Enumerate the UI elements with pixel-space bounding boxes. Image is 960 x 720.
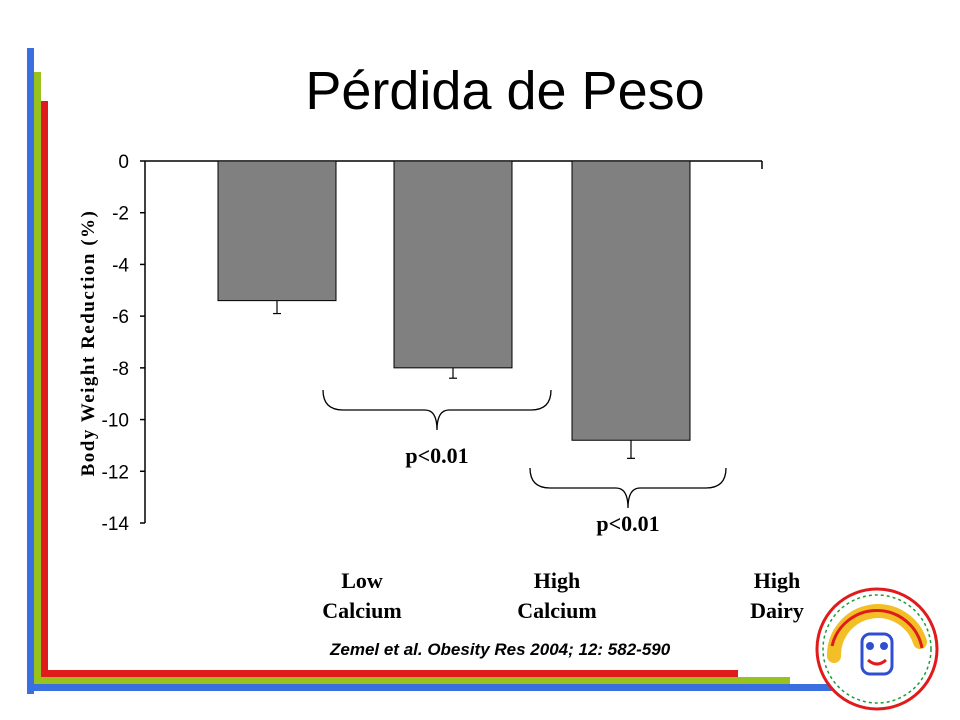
bar [571,160,691,441]
category-label-line: High [533,568,581,593]
category-label-line: Dairy [750,598,804,623]
category-label: High Dairy [697,566,857,626]
y-tick-label: -12 [102,462,129,483]
category-label-line: Calcium [322,598,402,623]
y-tick-label: -6 [112,307,129,328]
category-label-line: High [753,568,801,593]
category-label: High Calcium [477,566,637,626]
significance-label: p<0.01 [596,511,659,536]
y-tick-label: -10 [102,411,129,432]
category-label: Low Calcium [282,566,442,626]
bar [393,160,513,369]
y-tick-label: 0 [118,152,129,173]
frame-line-blue-vertical [27,48,34,694]
citation: Zemel et al. Obesity Res 2004; 12: 582-5… [330,640,671,659]
frame-line-green-vertical [34,72,41,683]
bar [217,160,337,302]
significance-brace [529,467,727,509]
slide-title: Pérdida de Peso [305,61,705,121]
frame-line-green-horizontal [34,677,790,684]
y-tick-label: -8 [112,359,129,380]
y-tick-label: -4 [112,255,129,276]
category-label-line: Calcium [517,598,597,623]
y-tick-label: -2 [112,204,129,225]
y-tick-label: -14 [102,514,130,535]
y-axis-label: Body Weight Reduction (%) [78,210,99,477]
salud-con-leche-logo [815,587,939,711]
frame-line-red-vertical [41,101,48,677]
frame-line-red-horizontal [41,670,738,677]
significance-label: p<0.01 [405,443,468,468]
significance-brace [322,389,552,431]
frame-line-blue-horizontal [27,684,833,691]
category-label-line: Low [341,568,383,593]
